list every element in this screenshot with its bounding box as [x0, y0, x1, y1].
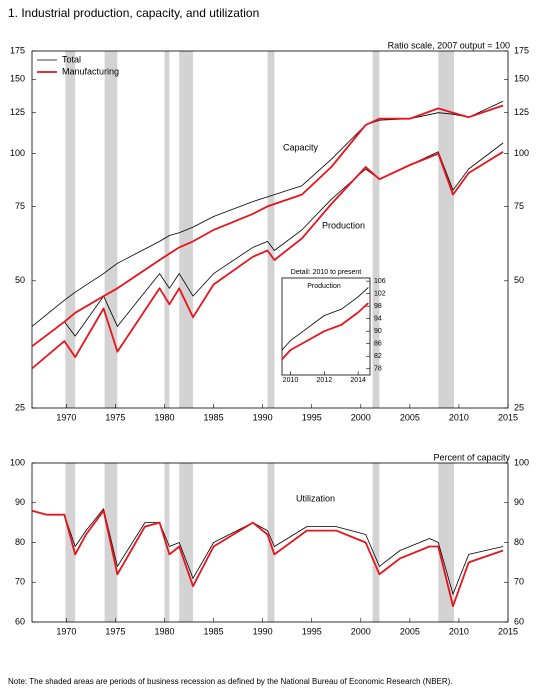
x-tick-label: 1995	[302, 626, 322, 636]
y-tick-label: 78	[374, 366, 382, 373]
y-tick-label: 75	[15, 201, 25, 211]
legend-label: Total	[62, 54, 81, 64]
x-tick-label: 2010	[449, 412, 469, 422]
annotation: Production	[307, 283, 341, 290]
recession-band	[164, 51, 170, 408]
y2-tick-label: 175	[514, 45, 529, 55]
y-tick-label: 150	[10, 74, 25, 84]
x-tick-label: 2005	[400, 626, 420, 636]
recession-band	[267, 51, 275, 408]
x-tick-label: 1975	[105, 626, 125, 636]
y-tick-label: 106	[374, 278, 386, 285]
x-tick-label: 2010	[449, 626, 469, 636]
plot-frame	[31, 50, 509, 409]
x-tick-label: 1990	[253, 626, 273, 636]
y2-tick-label: 70	[514, 577, 524, 587]
series-line	[31, 151, 504, 370]
x-tick-label: 2012	[317, 377, 333, 384]
x-tick-label: 2014	[350, 377, 366, 384]
x-tick-label: 1970	[56, 626, 76, 636]
annotation: Utilization	[296, 493, 335, 503]
x-tick-label: 2005	[400, 412, 420, 422]
plot-frame	[281, 277, 371, 376]
series-line	[281, 302, 369, 361]
series-line	[31, 100, 504, 327]
y-tick-label: 50	[15, 275, 25, 285]
y-tick-label: 94	[374, 316, 382, 323]
y2-tick-label: 80	[514, 537, 524, 547]
x-tick-label: 1975	[105, 412, 125, 422]
series-line	[31, 104, 504, 348]
page-title: 1. Industrial production, capacity, and …	[8, 6, 259, 20]
y2-tick-label: 100	[514, 148, 529, 158]
x-tick-label: 2000	[351, 626, 371, 636]
y-tick-label: 25	[15, 402, 25, 412]
recession-band	[65, 463, 76, 622]
series-line	[281, 287, 369, 351]
x-tick-label: 2000	[351, 412, 371, 422]
x-tick-label: 1985	[204, 626, 224, 636]
y-tick-label: 82	[374, 353, 382, 360]
y2-tick-label: 25	[514, 402, 524, 412]
x-tick-label: 2015	[498, 412, 518, 422]
annotation: Ratio scale, 2007 output = 100	[388, 40, 510, 50]
y-tick-label: 98	[374, 303, 382, 310]
recession-band	[438, 463, 455, 622]
y-tick-label: 100	[10, 457, 25, 467]
x-tick-label: 1980	[154, 626, 174, 636]
y-tick-label: 100	[10, 148, 25, 158]
annotation: Percent of capacity	[433, 452, 510, 462]
series-line	[31, 509, 504, 607]
recession-band	[164, 463, 170, 622]
x-tick-label: 1970	[56, 412, 76, 422]
recession-band	[438, 51, 455, 408]
y2-tick-label: 100	[514, 457, 529, 467]
annotation: Production	[322, 220, 365, 230]
y-tick-label: 80	[15, 537, 25, 547]
y-tick-label: 70	[15, 577, 25, 587]
y-tick-label: 86	[374, 341, 382, 348]
y2-tick-label: 60	[514, 616, 524, 626]
series-line	[31, 508, 504, 595]
y2-tick-label: 90	[514, 497, 524, 507]
recession-band	[65, 51, 76, 408]
annotation: Capacity	[283, 142, 319, 152]
y2-tick-label: 75	[514, 201, 524, 211]
y-tick-label: 102	[374, 290, 386, 297]
y-tick-label: 175	[10, 45, 25, 55]
annotation: Detail: 2010 to present	[291, 269, 361, 276]
inset-background	[282, 278, 370, 375]
recession-band	[179, 463, 193, 622]
recession-band	[372, 463, 380, 622]
note: Note: The shaded areas are periods of bu…	[8, 677, 453, 686]
recession-band	[372, 51, 380, 408]
y-tick-label: 90	[15, 497, 25, 507]
x-tick-label: 1980	[154, 412, 174, 422]
x-tick-label: 2015	[498, 626, 518, 636]
y2-tick-label: 125	[514, 107, 529, 117]
legend-label: Manufacturing	[62, 66, 119, 76]
x-tick-label: 1985	[204, 412, 224, 422]
x-tick-label: 1995	[302, 412, 322, 422]
x-tick-label: 1990	[253, 412, 273, 422]
y2-tick-label: 50	[514, 275, 524, 285]
y2-tick-label: 150	[514, 74, 529, 84]
x-tick-label: 2010	[283, 377, 299, 384]
y-tick-label: 90	[374, 328, 382, 335]
y-tick-label: 125	[10, 107, 25, 117]
y-tick-label: 60	[15, 616, 25, 626]
recession-band	[104, 51, 118, 408]
